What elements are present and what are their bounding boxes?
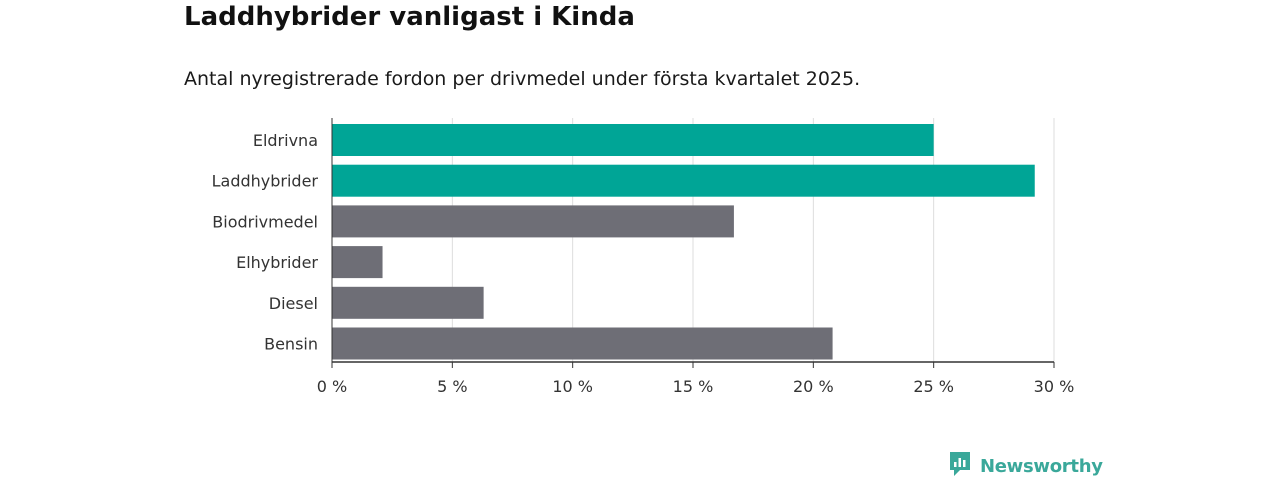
x-tick-label: 5 % xyxy=(437,377,467,396)
chart-subtitle: Antal nyregistrerade fordon per drivmede… xyxy=(184,68,861,90)
category-label: Elhybrider xyxy=(236,253,318,272)
bar-laddhybrider xyxy=(332,164,1035,197)
category-label: Laddhybrider xyxy=(212,172,319,191)
bar-diesel xyxy=(332,286,484,319)
bar-biodrivmedel xyxy=(332,205,734,238)
bars xyxy=(332,124,1035,360)
gridlines xyxy=(451,118,1055,362)
x-tick-label: 10 % xyxy=(552,377,593,396)
x-axis: 0 % 5 % 10 % 15 % 20 % 25 % 30 % xyxy=(317,118,1075,396)
category-labels: Eldrivna Laddhybrider Biodrivmedel Elhybrid… xyxy=(212,131,319,354)
bar-bensin xyxy=(332,327,833,360)
x-tick-label: 20 % xyxy=(793,377,834,396)
category-label: Eldrivna xyxy=(253,131,318,150)
category-label: Diesel xyxy=(269,294,318,313)
newsworthy-logo-icon xyxy=(948,450,972,482)
x-tick-label: 0 % xyxy=(317,377,347,396)
chart-title: Laddhybrider vanligast i Kinda xyxy=(184,2,635,32)
brand-name: Newsworthy xyxy=(980,455,1103,477)
category-label: Bensin xyxy=(264,335,318,354)
x-tick-label: 15 % xyxy=(673,377,714,396)
bar-elhybrider xyxy=(332,246,383,279)
bar-eldrivna xyxy=(332,124,934,156)
x-tick-label: 25 % xyxy=(913,377,954,396)
x-tick-label: 30 % xyxy=(1034,377,1075,396)
newsworthy-brand: Newsworthy xyxy=(948,450,1103,482)
category-label: Biodrivmedel xyxy=(212,212,318,231)
